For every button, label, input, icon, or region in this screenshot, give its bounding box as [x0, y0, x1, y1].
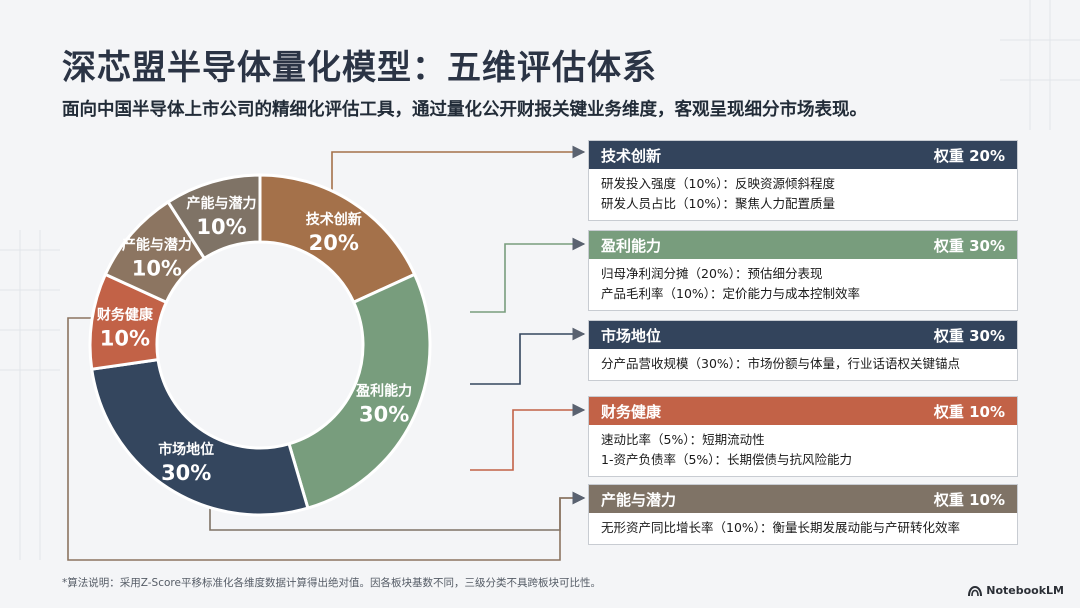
dimension-card: 产能与潜力 权重 10% 无形资产同比增长率（10%）：衡量长期发展动能与产研转化效… — [588, 484, 1018, 545]
card-body: 速动比率（5%）：短期流动性 1-资产负债率（5%）：长期偿债与抗风险能力 — [589, 425, 1017, 476]
card-header: 市场地位 权重 30% — [589, 321, 1017, 349]
brand-badge: NotebookLM — [968, 584, 1064, 597]
donut-segment-value-1: 30% — [359, 403, 409, 427]
card-metric-line: 1-资产负债率（5%）：长期偿债与抗风险能力 — [601, 452, 853, 467]
donut-segment-value-2: 30% — [161, 461, 211, 485]
donut-segment-value-3: 10% — [100, 327, 150, 351]
donut-segment-value-0: 20% — [309, 231, 359, 255]
donut-segment-2 — [90, 357, 310, 517]
donut-segments — [88, 173, 432, 517]
notebooklm-logo-icon — [968, 585, 983, 596]
algorithm-footnote: *算法说明：采用Z-Score平移标准化各维度数据计算得出绝对值。因各板块基数不… — [62, 577, 601, 589]
card-body: 分产品营收规模（30%）：市场份额与体量，行业话语权关键锚点 — [589, 349, 1017, 380]
card-metric-line: 无形资产同比增长率（10%）：衡量长期发展动能与产研转化效率 — [601, 520, 961, 535]
card-body: 无形资产同比增长率（10%）：衡量长期发展动能与产研转化效率 — [589, 513, 1017, 544]
dimension-card: 财务健康 权重 10% 速动比率（5%）：短期流动性 1-资产负债率（5%）：长期偿债… — [588, 396, 1018, 477]
donut-segment-name-3: 财务健康 — [96, 307, 154, 324]
donut-segment-name-5: 产能与潜力 — [187, 195, 257, 212]
connector-market — [470, 327, 586, 385]
card-body: 归母净利润分摊（20%）：预估细分表现产品毛利率（10%）：定价能力与成本控制效… — [589, 259, 1017, 310]
card-header: 盈利能力 权重 30% — [589, 231, 1017, 259]
card-weight: 权重 20% — [933, 146, 1005, 165]
card-body: 研发投入强度（10%）：反映资源倾斜程度 研发人员占比（10%）：聚焦人力配置质量 — [589, 169, 1017, 220]
card-title: 盈利能力 — [601, 236, 662, 255]
donut-segment-1 — [287, 272, 432, 510]
card-title: 市场地位 — [601, 326, 662, 345]
card-title: 财务健康 — [601, 402, 662, 421]
card-metric-line: 研发投入强度（10%）：反映资源倾斜程度 — [601, 176, 836, 191]
card-header: 财务健康 权重 10% — [589, 397, 1017, 425]
card-metric-line: 分产品营收规模（30%）：市场份额与体量，行业话语权关键锚点 — [601, 356, 961, 371]
page-title: 深芯盟半导体量化模型：五维评估体系 — [62, 48, 657, 88]
card-weight: 权重 30% — [933, 326, 1005, 345]
dimension-card: 技术创新 权重 20% 研发投入强度（10%）：反映资源倾斜程度 研发人员占比（10%… — [588, 140, 1018, 221]
donut-segment-value-5: 10% — [196, 215, 246, 239]
card-title: 产能与潜力 — [601, 490, 677, 509]
connector-potential-outer — [67, 317, 586, 561]
donut-segment-value-4: 10% — [132, 257, 182, 281]
brand-name: NotebookLM — [986, 584, 1064, 597]
connector-profit — [470, 237, 586, 313]
donut-segment-name-2: 市场地位 — [158, 441, 214, 458]
card-header: 产能与潜力 权重 10% — [589, 485, 1017, 513]
card-weight: 权重 30% — [933, 236, 1005, 255]
card-weight: 权重 10% — [933, 490, 1005, 509]
dimension-card: 盈利能力 权重 30% 归母净利润分摊（20%）：预估细分表现产品毛利率（10%）：… — [588, 230, 1018, 311]
connector-finance — [470, 403, 586, 471]
card-metric-line: 速动比率（5%）：短期流动性 — [601, 432, 765, 447]
card-header: 技术创新 权重 20% — [589, 141, 1017, 169]
card-metric-line: 研发人员占比（10%）：聚焦人力配置质量 — [601, 196, 836, 211]
card-weight: 权重 10% — [933, 402, 1005, 421]
donut-segment-name-1: 盈利能力 — [355, 383, 412, 400]
donut-segment-name-0: 技术创新 — [306, 211, 362, 228]
page-subtitle: 面向中国半导体上市公司的精细化评估工具，通过量化公开财报关键业务维度，客观呈现细… — [62, 100, 867, 120]
connector-tech — [331, 145, 586, 212]
dimension-card: 市场地位 权重 30% 分产品营收规模（30%）：市场份额与体量，行业话语权关键锚点 — [588, 320, 1018, 381]
donut-segment-5 — [166, 173, 262, 261]
donut-segment-labels: 技术创新20%盈利能力30%市场地位30%财务健康10%产能与潜力10%产能与潜… — [96, 195, 412, 485]
card-metric-line: 产品毛利率（10%）：定价能力与成本控制效率 — [601, 286, 861, 301]
donut-segment-name-4: 产能与潜力 — [122, 237, 192, 254]
card-metric-line: 归母净利润分摊（20%）：预估细分表现 — [601, 266, 823, 281]
card-title: 技术创新 — [601, 146, 662, 165]
